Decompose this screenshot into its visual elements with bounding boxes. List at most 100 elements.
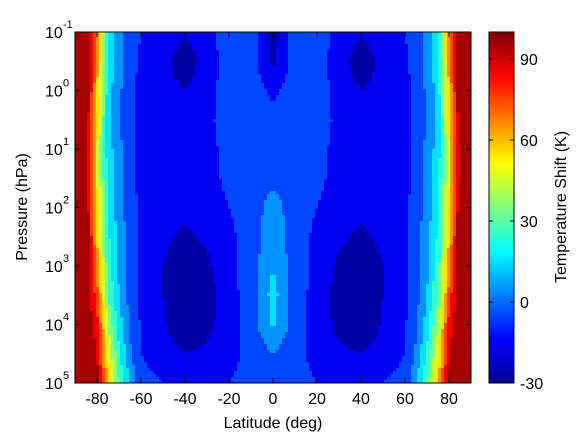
heatmap-cell <box>432 209 439 213</box>
heatmap-cell <box>201 242 238 246</box>
heatmap-cell <box>441 380 445 383</box>
heatmap-cell <box>102 194 106 198</box>
heatmap-cell <box>411 152 424 156</box>
heatmap-cell <box>126 287 139 291</box>
heatmap-cell <box>117 248 127 252</box>
heatmap-cell <box>411 155 424 159</box>
heatmap-cell <box>96 53 100 57</box>
heatmap-cell <box>456 305 471 309</box>
heatmap-cell <box>93 233 97 237</box>
heatmap-cell <box>102 347 106 351</box>
heatmap-cell <box>138 314 166 318</box>
heatmap-cell <box>432 53 439 57</box>
heatmap-cell <box>111 368 115 372</box>
heatmap-cell <box>447 80 451 84</box>
heatmap-cell <box>456 170 460 174</box>
heatmap-cell <box>420 350 427 354</box>
heatmap-cell <box>360 38 364 42</box>
heatmap-cell <box>108 185 115 189</box>
heatmap-cell <box>261 335 286 339</box>
heatmap-cell <box>90 50 94 54</box>
heatmap-cell <box>438 77 442 81</box>
heatmap-cell <box>447 194 451 198</box>
heatmap-cell <box>168 332 211 336</box>
heatmap-cell <box>276 281 289 285</box>
heatmap-cell <box>96 353 100 357</box>
heatmap-cell <box>441 56 445 60</box>
heatmap-cell <box>417 338 424 342</box>
heatmap-cell <box>429 248 436 252</box>
heatmap-cell <box>93 278 97 282</box>
heatmap-cell <box>219 161 328 165</box>
heatmap-cell <box>129 329 142 333</box>
heatmap-cell <box>426 305 433 309</box>
heatmap-cell <box>93 335 100 339</box>
heatmap-cell <box>441 50 445 54</box>
heatmap-cell <box>270 350 277 354</box>
heatmap-cell <box>456 281 471 285</box>
heatmap-cell <box>444 101 448 105</box>
heatmap-cell <box>102 266 106 270</box>
heatmap-cell <box>456 32 471 36</box>
heatmap-cell <box>96 344 100 348</box>
heatmap-cell <box>87 143 91 147</box>
heatmap-cell <box>444 53 448 57</box>
heatmap-cell <box>369 344 406 348</box>
heatmap-cell <box>453 200 457 204</box>
heatmap-cell <box>453 98 457 102</box>
heatmap-cell <box>432 335 436 339</box>
heatmap-cell <box>216 140 331 144</box>
heatmap-cell <box>99 326 103 330</box>
heatmap-cell <box>234 227 262 231</box>
heatmap-cell <box>90 215 94 219</box>
heatmap-cell <box>438 164 445 168</box>
heatmap-cell <box>444 152 448 156</box>
heatmap-cell <box>459 203 471 207</box>
heatmap-cell <box>417 329 424 333</box>
heatmap-cell <box>306 353 406 357</box>
heatmap-cell <box>129 335 142 339</box>
heatmap-cell <box>432 80 439 84</box>
heatmap-cell <box>216 131 331 135</box>
heatmap-cell <box>90 209 94 213</box>
heatmap-cell <box>408 305 418 309</box>
heatmap-cell <box>216 86 265 90</box>
heatmap-cell <box>441 245 445 249</box>
heatmap-cell <box>378 332 406 336</box>
heatmap-cell <box>372 74 412 78</box>
heatmap-cell <box>123 377 130 381</box>
heatmap-cell <box>258 59 271 63</box>
heatmap-cell <box>105 125 112 129</box>
heatmap-cell <box>213 329 241 333</box>
heatmap-cell <box>309 263 337 267</box>
heatmap-cell <box>90 308 97 312</box>
heatmap-cell <box>435 86 439 90</box>
heatmap-field <box>75 32 471 383</box>
heatmap-cell <box>135 77 175 81</box>
heatmap-cell <box>96 269 100 273</box>
heatmap-cell <box>108 200 115 204</box>
heatmap-cell <box>408 65 424 69</box>
heatmap-cell <box>99 233 103 237</box>
heatmap-cell <box>90 236 94 240</box>
heatmap-cell <box>111 104 121 108</box>
heatmap-cell <box>180 41 190 45</box>
heatmap-cell <box>117 233 127 237</box>
heatmap-cell <box>459 173 471 177</box>
heatmap-cell <box>96 62 100 66</box>
heatmap-cell <box>459 167 471 171</box>
x-tick-label: -40 <box>173 391 196 408</box>
heatmap-cell <box>141 323 166 327</box>
heatmap-cell <box>441 209 445 213</box>
heatmap-cell <box>75 374 100 378</box>
heatmap-cell <box>417 314 427 318</box>
heatmap-cell <box>141 353 241 357</box>
heatmap-cell <box>96 296 100 300</box>
heatmap-cell <box>102 257 106 261</box>
heatmap-cell <box>429 338 433 342</box>
heatmap-cell <box>105 209 109 213</box>
y-tick-exponent: 5 <box>63 370 69 382</box>
heatmap-cell <box>126 257 139 261</box>
heatmap-cell <box>114 377 121 381</box>
heatmap-cell <box>156 374 235 378</box>
